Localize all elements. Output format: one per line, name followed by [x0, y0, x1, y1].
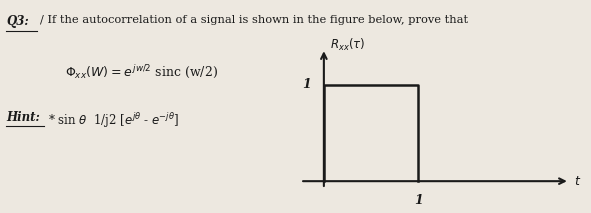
Text: $\Phi_{xx}(W) = e^{\,jw/2}$ sinc (w/2): $\Phi_{xx}(W) = e^{\,jw/2}$ sinc (w/2)	[65, 64, 218, 81]
Text: 1: 1	[414, 194, 423, 207]
Text: $t$: $t$	[574, 175, 582, 188]
Text: $R_{xx}(\tau)$: $R_{xx}(\tau)$	[330, 36, 365, 53]
Text: * sin $\theta$  1/j2 [$e^{j\theta}$ - $e^{-j\theta}$]: * sin $\theta$ 1/j2 [$e^{j\theta}$ - $e^…	[48, 111, 180, 130]
Text: Hint:: Hint:	[6, 111, 40, 124]
Text: Q3:: Q3:	[6, 15, 28, 28]
Text: 1: 1	[303, 78, 311, 91]
Text: / If the autocorrelation of a signal is shown in the figure below, prove that: / If the autocorrelation of a signal is …	[40, 15, 468, 25]
